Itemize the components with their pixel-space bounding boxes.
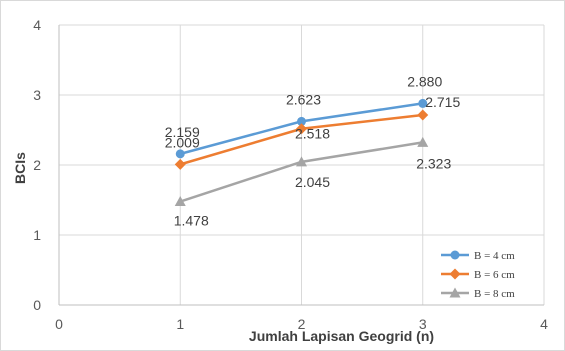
- y-axis-title: BCIs: [12, 152, 28, 184]
- y-tick-label: 2: [33, 157, 41, 173]
- x-tick-label: 2: [298, 316, 306, 332]
- data-label: 2.880: [407, 73, 442, 89]
- x-tick-label: 1: [176, 316, 184, 332]
- data-label: 2.045: [295, 174, 330, 190]
- y-tick-label: 1: [33, 227, 41, 243]
- data-label: 1.478: [174, 213, 209, 229]
- y-tick-labels: 0 1 2 3 4: [33, 17, 41, 313]
- data-label: 2.623: [286, 91, 321, 107]
- y-tick-label: 4: [33, 17, 41, 33]
- legend-item: B = 8 cm: [441, 287, 515, 300]
- x-tick-label: 4: [540, 316, 548, 332]
- y-tick-label: 3: [33, 87, 41, 103]
- data-point: [418, 98, 428, 108]
- legend-swatch-marker: [450, 250, 460, 260]
- legend-label: B = 8 cm: [474, 288, 515, 300]
- legend-swatch-marker: [449, 287, 461, 298]
- data-labels: 2.159 2.623 2.880 2.009 2.518 2.715 1.478 2.045…: [165, 73, 461, 228]
- legend-label: B = 6 cm: [474, 269, 515, 281]
- data-point: [417, 109, 429, 121]
- legend-label: B = 4 cm: [474, 250, 515, 262]
- series-1: [175, 98, 428, 159]
- y-tick-label: 0: [33, 297, 41, 313]
- x-axis-title: Jumlah Lapisan Geogrid (n): [249, 328, 434, 344]
- data-point: [296, 156, 307, 167]
- data-point: [296, 123, 307, 135]
- data-label: 2.715: [425, 94, 460, 110]
- data-label: 2.323: [416, 155, 451, 171]
- legend-item: B = 4 cm: [441, 250, 515, 262]
- series-3: [174, 136, 429, 207]
- data-label: 2.159: [165, 124, 200, 140]
- axes: [58, 25, 544, 306]
- data-point: [174, 196, 186, 207]
- legend: B = 4 cm B = 6 cm B = 8 cm: [441, 250, 515, 300]
- data-label: 2.518: [295, 126, 330, 142]
- data-label: 2.009: [165, 134, 200, 150]
- series-group: [174, 98, 429, 207]
- data-point: [297, 116, 306, 126]
- series-2: [174, 109, 429, 170]
- legend-swatch-marker: [449, 268, 461, 280]
- x-tick-label: 3: [419, 316, 427, 332]
- legend-item: B = 6 cm: [441, 268, 515, 281]
- data-point: [417, 136, 429, 147]
- data-point: [174, 158, 186, 170]
- x-tick-labels: 0 1 2 3 4: [55, 316, 548, 332]
- x-tick-label: 0: [55, 316, 63, 332]
- data-point: [175, 149, 185, 159]
